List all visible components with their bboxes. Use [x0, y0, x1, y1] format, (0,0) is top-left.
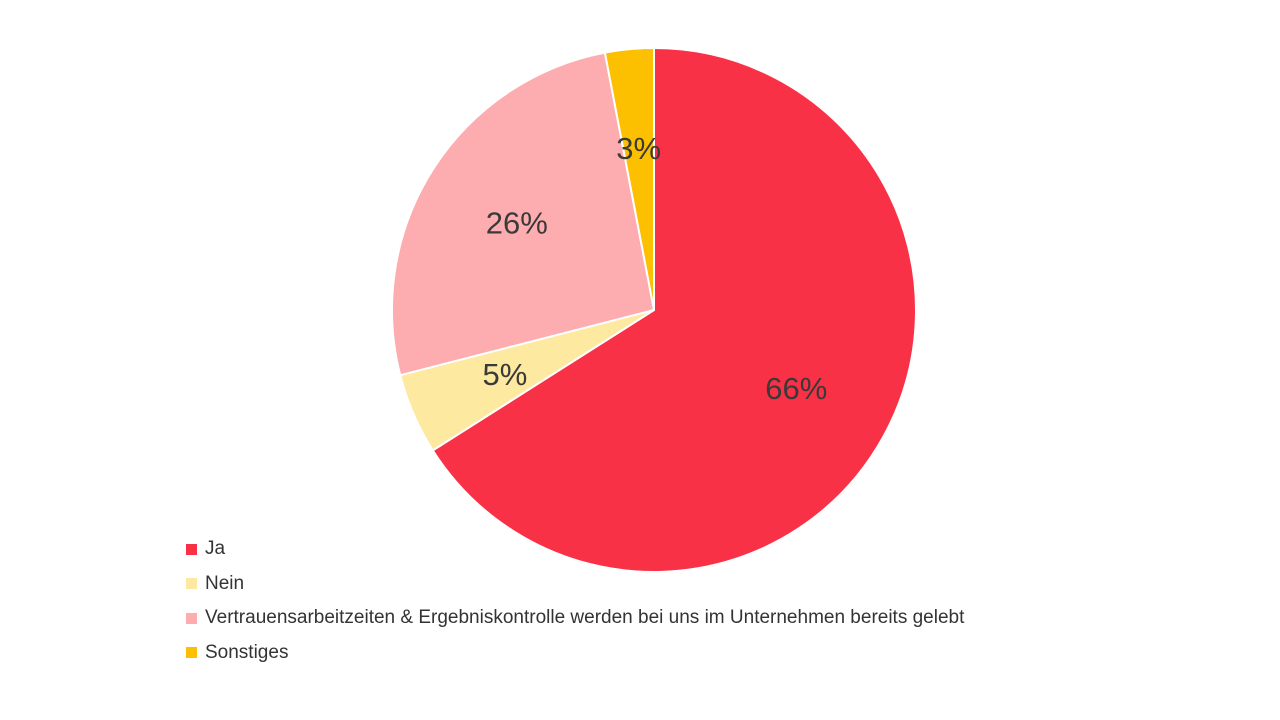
legend-item: Ja: [186, 532, 964, 567]
slice-value-label: 66%: [765, 371, 827, 406]
legend-swatch: [186, 543, 197, 555]
slice-value-label: 5%: [482, 357, 527, 392]
chart-legend: Ja Nein Vertrauensarbeitzeiten & Ergebnisk…: [186, 532, 964, 670]
legend-swatch: [186, 612, 197, 624]
slice-value-label: 26%: [486, 206, 548, 241]
legend-label: Ja: [205, 538, 226, 560]
legend-item: Nein: [186, 567, 964, 602]
legend-item: Vertrauensarbeitzeiten & Ergebniskontrol…: [186, 601, 964, 636]
slice-value-label: 3%: [616, 131, 661, 166]
legend-label: Vertrauensarbeitzeiten & Ergebniskontrol…: [205, 607, 965, 629]
pie-slice-4: [603, 47, 655, 311]
legend-label: Nein: [205, 572, 245, 594]
legend-item: Sonstiges: [186, 636, 964, 671]
legend-swatch: [186, 647, 197, 659]
legend-swatch: [186, 578, 197, 590]
pie-slice-3: [391, 51, 655, 377]
legend-label: Sonstiges: [205, 641, 289, 663]
pie-slice-1: [431, 47, 917, 573]
